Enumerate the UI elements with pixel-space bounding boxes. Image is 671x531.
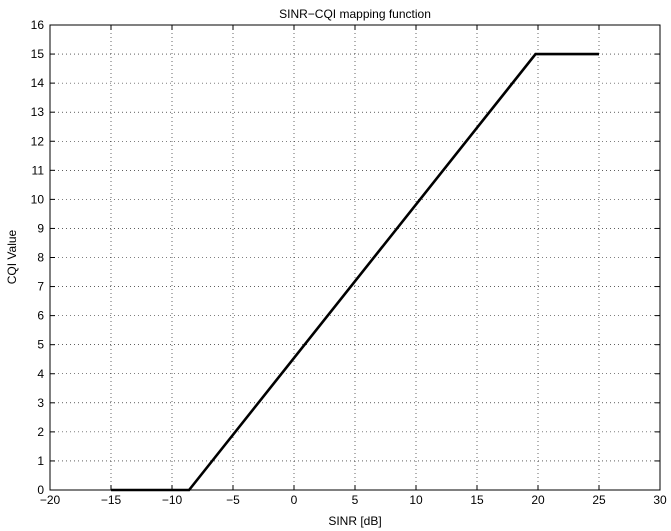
x-tick-label: 25 xyxy=(592,493,606,507)
x-tick-label: −5 xyxy=(226,493,240,507)
x-tick-label: −15 xyxy=(101,493,122,507)
y-tick-label: 16 xyxy=(31,18,45,32)
y-tick-label: 0 xyxy=(37,483,44,497)
x-tick-label: 20 xyxy=(531,493,545,507)
y-tick-label: 10 xyxy=(31,192,45,206)
x-tick-labels: −20 −15 −10 −5 0 5 10 15 20 25 30 xyxy=(40,493,667,507)
y-tick-label: 5 xyxy=(37,338,44,352)
x-tick-label: 10 xyxy=(409,493,423,507)
x-tick-label: −20 xyxy=(40,493,61,507)
chart-title: SINR−CQI mapping function xyxy=(279,7,431,21)
x-tick-label: 0 xyxy=(291,493,298,507)
y-tick-label: 7 xyxy=(37,280,44,294)
y-axis-title: CQI Value xyxy=(5,229,19,284)
y-tick-label: 13 xyxy=(31,105,45,119)
x-axis-title: SINR [dB] xyxy=(328,514,381,528)
y-tick-label: 3 xyxy=(37,396,44,410)
x-tick-label: 5 xyxy=(352,493,359,507)
y-tick-label: 14 xyxy=(31,76,45,90)
grid-lines xyxy=(50,25,660,490)
x-tick-label: 15 xyxy=(470,493,484,507)
y-tick-label: 2 xyxy=(37,425,44,439)
x-tick-label: −10 xyxy=(162,493,183,507)
y-tick-label: 11 xyxy=(32,163,45,177)
axis-ticks xyxy=(49,24,661,491)
y-tick-label: 9 xyxy=(37,221,44,235)
y-tick-label: 1 xyxy=(37,454,44,468)
y-tick-label: 15 xyxy=(31,47,45,61)
y-tick-label: 6 xyxy=(37,309,44,323)
y-tick-label: 8 xyxy=(37,251,44,265)
x-tick-label: 30 xyxy=(653,493,667,507)
y-tick-label: 4 xyxy=(37,367,44,381)
y-tick-label: 12 xyxy=(31,134,45,148)
